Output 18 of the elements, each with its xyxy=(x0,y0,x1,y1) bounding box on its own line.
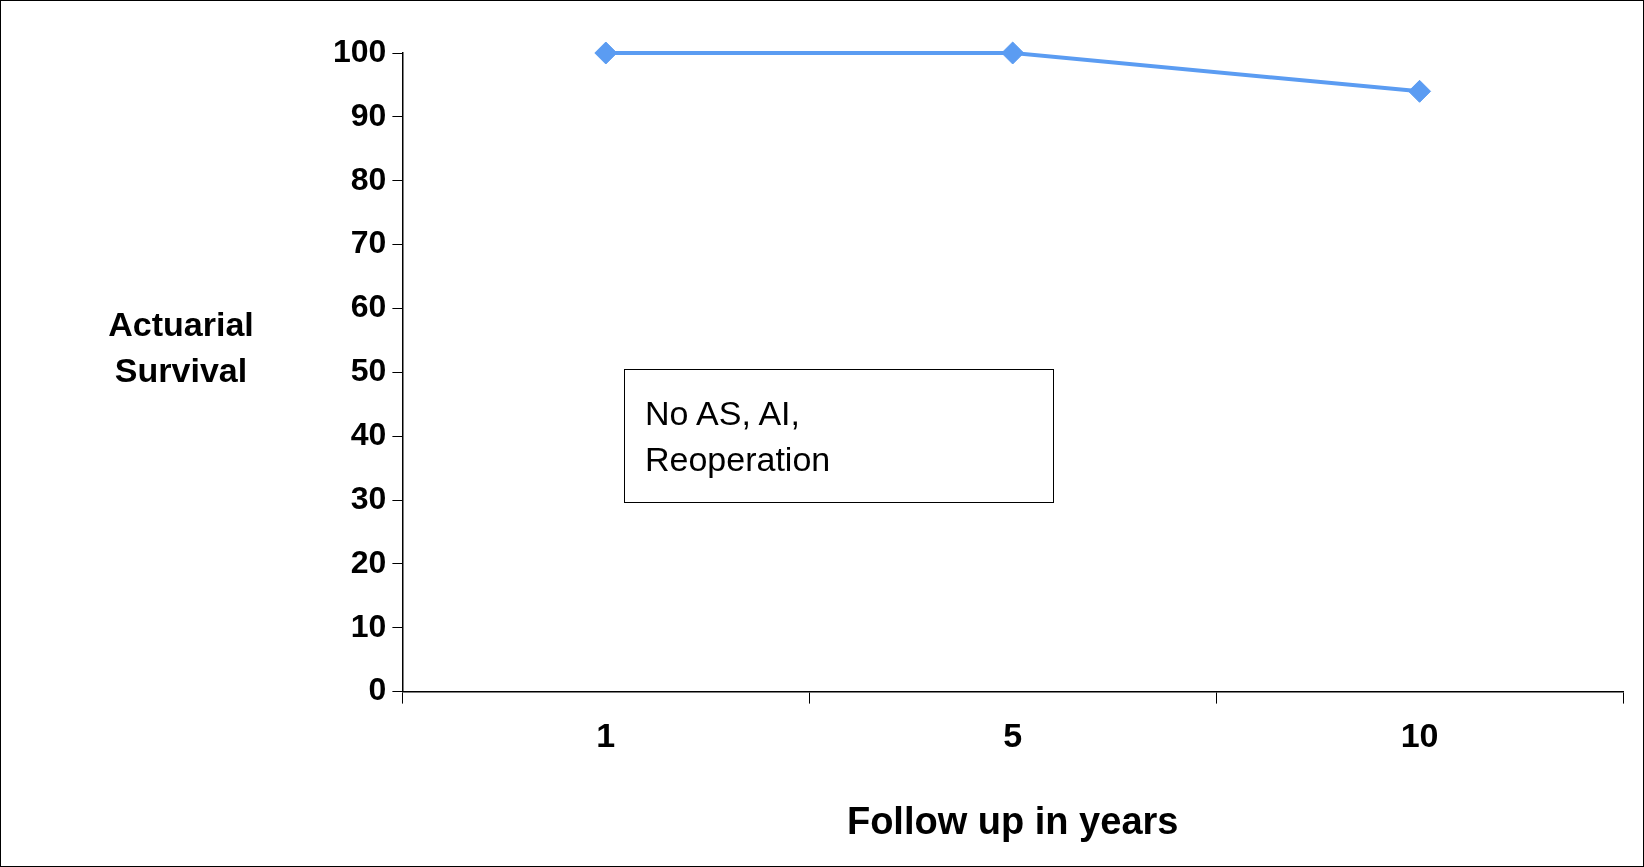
y-tick-label: 60 xyxy=(350,288,387,325)
x-axis-title: Follow up in years xyxy=(846,799,1179,842)
y-tick-label: 10 xyxy=(350,607,387,644)
x-tick-label: 10 xyxy=(1400,716,1439,755)
y-tick-label: 70 xyxy=(350,224,387,261)
y-tick-label: 50 xyxy=(350,352,387,389)
y-axis-title: Actuarial Survival xyxy=(107,304,255,391)
x-tick-label: 5 xyxy=(1003,716,1023,755)
note-box: No AS, AI, Reoperation xyxy=(624,369,1054,503)
y-tick-label: 30 xyxy=(350,479,387,516)
x-tick-label: 1 xyxy=(596,716,616,755)
annotation: No AS, AI, Reoperation xyxy=(645,393,832,480)
y-tick-label: 100 xyxy=(333,32,387,69)
y-tick-label: 40 xyxy=(350,415,387,452)
y-tick-label: 90 xyxy=(350,96,387,133)
y-tick-label: 0 xyxy=(368,671,387,708)
y-tick-label: 80 xyxy=(350,160,387,197)
y-tick-label: 20 xyxy=(350,543,387,580)
